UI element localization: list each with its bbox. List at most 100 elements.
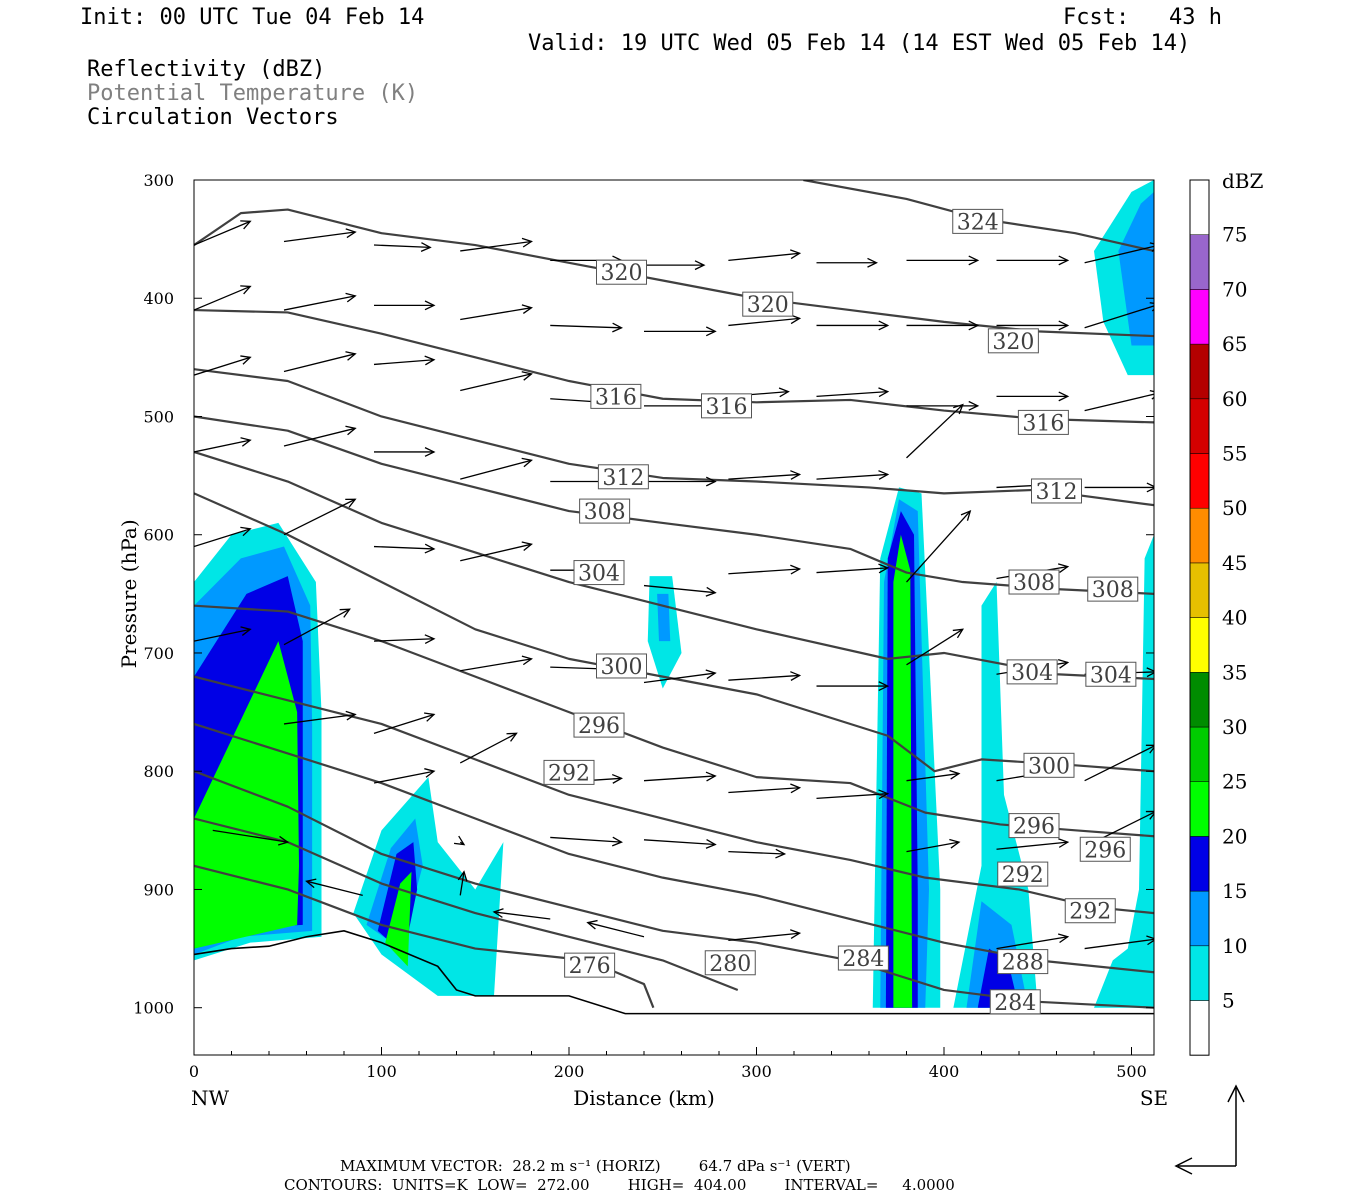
vector-head (240, 285, 252, 295)
vector-shaft (816, 567, 888, 574)
vector-head (240, 437, 252, 447)
vector-head (521, 304, 533, 314)
vector-head (521, 541, 533, 551)
vector-shaft (194, 285, 251, 311)
contour-label: 296 (573, 712, 625, 739)
circulation-vector (816, 563, 890, 574)
x-end-label-left: NW (191, 1086, 230, 1110)
theta-contour-276 (194, 864, 655, 1009)
vector-head (521, 237, 533, 248)
reflectivity-shading (194, 180, 1154, 1008)
y-tick-label: 400 (143, 289, 174, 308)
contour-label-box (952, 208, 1004, 234)
vector-shaft (460, 307, 532, 321)
x-tick-label: 200 (554, 1062, 585, 1081)
circulation-vector (457, 870, 468, 896)
vector-head (878, 789, 890, 800)
vector-shaft (459, 732, 517, 764)
vector-shaft (283, 353, 356, 373)
vector-shaft (373, 545, 435, 550)
circulation-vector (459, 732, 518, 764)
vector-head (968, 320, 980, 331)
colorbar-level-label: 35 (1222, 660, 1247, 684)
vector-head (277, 835, 290, 846)
circulation-vector (906, 509, 972, 583)
reflectivity-cell (1094, 534, 1154, 1008)
vector-head (345, 351, 357, 361)
field-label-vectors: Circulation Vectors (87, 105, 339, 130)
circulation-vector (586, 919, 645, 938)
colorbar-bin (1189, 781, 1210, 837)
circulation-vector (728, 929, 802, 941)
vector-head (1057, 933, 1070, 944)
contour-label-text: 300 (601, 655, 643, 680)
terrain-surface (194, 930, 1154, 1015)
contour-label-text: 296 (578, 714, 620, 739)
colorbar-bin (1189, 289, 1210, 345)
contour-label-text: 308 (1092, 578, 1134, 603)
circulation-vector (906, 403, 964, 459)
circulation-vector (460, 371, 533, 392)
vector-head (694, 260, 706, 271)
vector-shaft (212, 829, 288, 843)
contour-label-text: 320 (601, 261, 643, 286)
circulation-vector (374, 300, 436, 311)
vector-shaft (906, 772, 960, 782)
vector-shaft (1084, 745, 1154, 782)
contour-label: 320 (596, 259, 647, 286)
vector-shaft (460, 459, 532, 480)
circulation-vector (996, 391, 1070, 402)
colorbar-bin (1189, 179, 1210, 235)
vector-head (1058, 391, 1070, 402)
x-tick-label: 100 (366, 1062, 397, 1081)
circulation-vector (492, 908, 551, 920)
circulation-vector (816, 470, 890, 480)
vector-head (611, 773, 623, 784)
colorbar-bin (1189, 617, 1210, 673)
contour-label: 276 (564, 952, 616, 979)
circulation-vector (1084, 935, 1154, 950)
contour-label: 288 (997, 949, 1049, 976)
vector-head (521, 457, 533, 468)
forecast-hour: Fcst: 43 h (1063, 5, 1222, 30)
vector-shaft (643, 839, 716, 846)
contour-label-text: 316 (595, 385, 637, 410)
terrain-line (194, 930, 1154, 1015)
contour-label-box (1079, 836, 1131, 862)
circulation-vector (728, 249, 802, 262)
theta-contours (194, 180, 1154, 1009)
reference-vector-icon (1174, 1084, 1245, 1175)
vector-head (778, 387, 790, 398)
x-end-label-right: SE (1140, 1086, 1168, 1110)
colorbar-bin (1189, 836, 1210, 892)
vector-shaft (1084, 245, 1154, 264)
vector-shaft (906, 628, 964, 666)
init-time: Init: 00 UTC Tue 04 Feb 14 (80, 5, 425, 30)
contour-label: 316 (701, 393, 752, 420)
colorbar-level-label: 5 (1222, 989, 1235, 1013)
contour-label: 300 (596, 653, 647, 680)
contour-label: 292 (1064, 898, 1116, 925)
contour-label-text: 308 (1013, 571, 1055, 596)
vector-head (506, 732, 518, 742)
reflectivity-cell (657, 593, 671, 642)
circulation-vector (373, 768, 436, 784)
circulation-vector (212, 829, 290, 846)
circulation-vector (728, 564, 802, 575)
circulation-vector (194, 626, 252, 642)
circulation-vector (194, 437, 252, 453)
contour-label-text: 292 (548, 761, 590, 786)
vector-head (790, 929, 802, 939)
vector-head (345, 710, 357, 721)
contour-label: 308 (1087, 576, 1139, 603)
vector-head (240, 526, 252, 537)
vector-shaft (460, 658, 532, 672)
contour-label: 324 (952, 208, 1004, 235)
contour-label: 312 (597, 464, 649, 491)
contour-label-box (701, 393, 752, 419)
vector-head (586, 919, 598, 930)
colorbar-bin (1189, 1000, 1210, 1056)
valid-time: Valid: 19 UTC Wed 05 Feb 14 (14 EST Wed … (528, 31, 1191, 56)
vector-head (790, 470, 802, 480)
contour-label-box (590, 383, 642, 409)
